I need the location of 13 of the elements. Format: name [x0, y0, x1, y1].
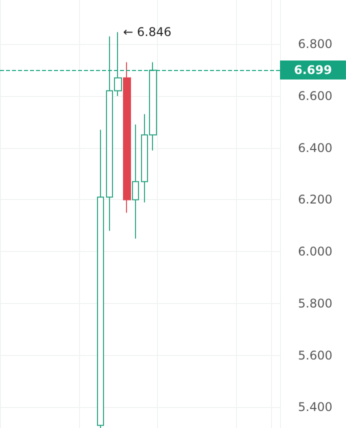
y-tick-label: 6.800: [298, 37, 332, 52]
candlestick: [97, 129, 104, 428]
y-tick-label: 6.600: [298, 88, 332, 103]
annotation: ← 6.846: [123, 25, 172, 40]
y-tick-label: 6.000: [298, 244, 332, 259]
candlestick: [123, 62, 131, 214]
y-tick-label: 5.800: [298, 296, 332, 310]
y-tick-label: 5.600: [298, 348, 332, 362]
y-tick-label: 6.200: [298, 192, 332, 207]
candlestick: [132, 124, 139, 240]
y-tick-label: 6.400: [298, 140, 332, 155]
y-tick-label: 5.400: [298, 400, 332, 414]
ref-line-label: 6.699: [294, 63, 332, 78]
